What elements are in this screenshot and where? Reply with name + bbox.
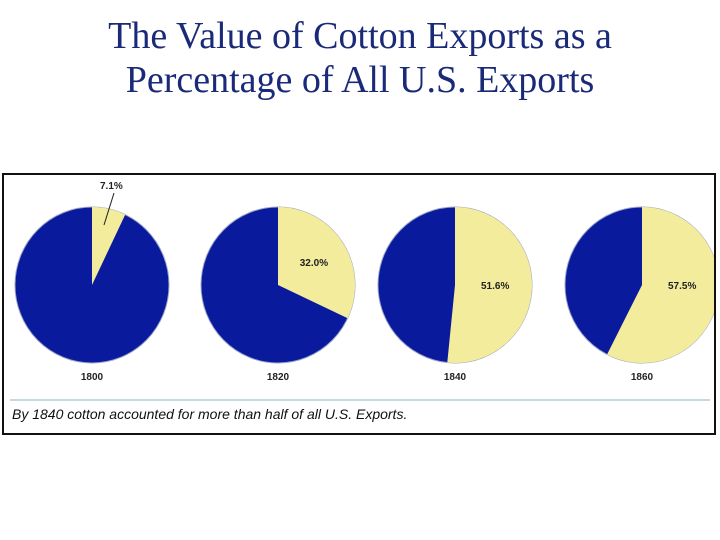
pie-1860-percent-label: 57.5% (668, 281, 696, 292)
figure-caption: By 1840 cotton accounted for more than h… (12, 406, 408, 422)
title-line-1: The Value of Cotton Exports as a (108, 15, 612, 57)
slide-title: The Value of Cotton Exports as a Percent… (0, 14, 720, 102)
pie-1860-cotton-slice (607, 207, 714, 363)
pie-1800-year-label: 1800 (81, 372, 104, 383)
caption-divider (10, 399, 710, 401)
title-line-2: Percentage of All U.S. Exports (125, 59, 595, 101)
pie-1840-year-label: 1840 (444, 372, 467, 383)
pie-1820-percent-label: 32.0% (300, 258, 328, 269)
pie-1800-leader-line (103, 192, 115, 226)
pie-1820-year-label: 1820 (267, 372, 290, 383)
pie-1800-percent-label: 7.1% (100, 181, 123, 192)
pie-1800-cotton-slice (92, 207, 126, 285)
pie-1840-cotton-slice (447, 207, 532, 363)
pie-1820-cotton-slice (278, 207, 356, 319)
pie-1860-year-label: 1860 (631, 372, 654, 383)
pie-chart-figure: 7.1% 1800 32.0% 1820 51.6% 1840 57.5% 1860 By 1… (2, 173, 716, 435)
pie-1840-percent-label: 51.6% (481, 281, 509, 292)
pie-charts: 7.1% 1800 32.0% 1820 51.6% 1840 57.5% 1860 (14, 181, 714, 383)
